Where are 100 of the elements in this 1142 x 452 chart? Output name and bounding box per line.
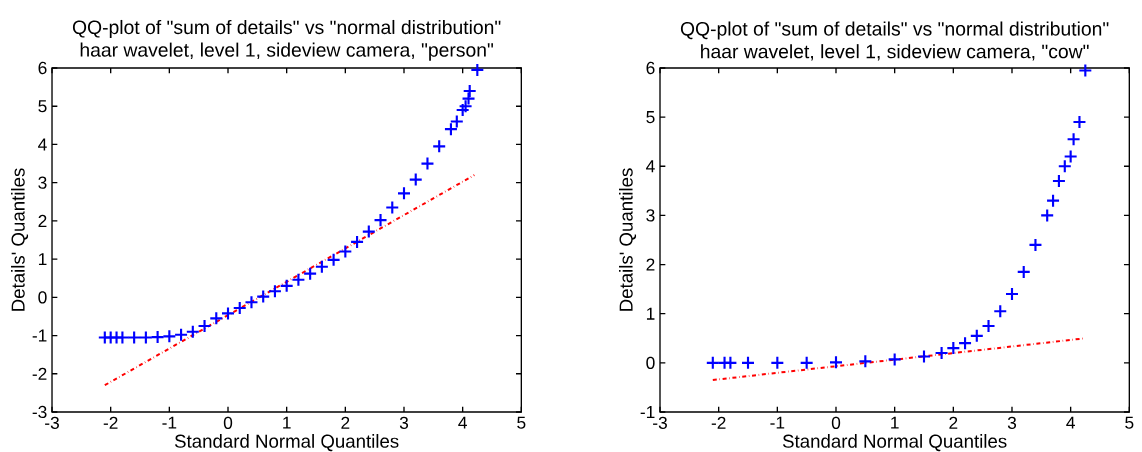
y-tick-label: 5 xyxy=(646,111,655,124)
x-tick-label: 0 xyxy=(831,416,841,429)
point xyxy=(303,266,318,281)
point xyxy=(291,272,306,287)
x-tick-label: 5 xyxy=(517,416,526,429)
y-tick-label: -1 xyxy=(640,406,655,418)
point xyxy=(373,213,388,228)
point xyxy=(1016,264,1031,279)
point xyxy=(470,62,485,77)
point xyxy=(1004,286,1020,302)
point xyxy=(279,278,294,293)
x-tick-label: 4 xyxy=(1066,416,1075,429)
point xyxy=(1028,237,1043,252)
point xyxy=(314,259,329,274)
chart-title: QQ-plot of "sum of details" vs "normal distribution" xyxy=(680,21,1109,40)
point xyxy=(385,200,400,215)
point xyxy=(462,83,477,99)
point xyxy=(185,324,200,339)
y-axis-title: Details' Quantiles xyxy=(619,168,637,311)
point xyxy=(267,284,283,299)
y-tick-label: -3 xyxy=(32,405,47,419)
chart-subtitle: haar wavelet, level 1, sideview camera, "person" xyxy=(80,42,494,61)
point xyxy=(458,99,473,114)
y-tick-label: -2 xyxy=(32,367,47,380)
x-tick-label: 0 xyxy=(223,416,233,429)
x-tick-label: -1 xyxy=(162,416,177,429)
y-tick-label: 4 xyxy=(646,160,655,173)
y-tick-label: 0 xyxy=(38,291,47,304)
point xyxy=(432,139,447,154)
y-tick-label: -1 xyxy=(32,329,47,342)
point xyxy=(1078,63,1093,78)
y-tick-label: 2 xyxy=(38,214,47,227)
y-tick-label: 6 xyxy=(646,61,655,75)
point xyxy=(220,306,236,321)
point xyxy=(244,295,259,310)
point xyxy=(338,244,353,259)
point xyxy=(770,355,785,370)
point xyxy=(723,355,738,370)
point xyxy=(705,355,720,370)
chart-subtitle: haar wavelet, level 1, sideview camera, "cow" xyxy=(701,44,1089,61)
x-axis-title: Standard Normal Quantiles xyxy=(782,434,1007,452)
point xyxy=(934,345,949,361)
y-tick-label: 1 xyxy=(38,253,47,266)
point xyxy=(150,330,165,345)
x-tick-label: 2 xyxy=(341,416,350,429)
point xyxy=(1040,208,1055,223)
point xyxy=(326,252,341,267)
point xyxy=(232,300,247,316)
point xyxy=(1066,132,1081,147)
point xyxy=(1051,173,1066,189)
x-tick-label: 3 xyxy=(399,416,409,429)
point xyxy=(946,341,961,356)
y-tick-label: 5 xyxy=(38,100,47,113)
point xyxy=(455,102,470,118)
point xyxy=(1072,114,1087,130)
point xyxy=(197,318,212,334)
point xyxy=(396,186,412,201)
x-tick-label: -2 xyxy=(711,416,726,429)
y-tick-label: 4 xyxy=(38,138,47,151)
point xyxy=(408,172,423,187)
point xyxy=(1045,193,1061,208)
point xyxy=(916,349,932,364)
x-tick-label: 1 xyxy=(283,416,291,429)
chart-title: QQ-plot of "sum of details" vs "normal distribution" xyxy=(72,19,501,38)
x-tick-label: -2 xyxy=(103,416,118,429)
y-tick-label: 1 xyxy=(646,307,655,320)
y-tick-label: 3 xyxy=(38,176,47,189)
point xyxy=(174,327,189,342)
point xyxy=(887,352,902,367)
point xyxy=(350,234,365,249)
x-tick-label: -1 xyxy=(770,416,785,429)
point xyxy=(858,354,873,369)
point xyxy=(957,336,973,351)
point xyxy=(1057,159,1072,174)
y-tick-label: 0 xyxy=(646,356,655,369)
point xyxy=(828,355,844,370)
y-tick-label: 3 xyxy=(646,209,655,222)
point xyxy=(127,330,142,345)
point xyxy=(256,289,271,304)
point xyxy=(993,304,1008,319)
point xyxy=(799,355,814,370)
y-axis-title: Details' Quantiles xyxy=(11,168,29,311)
x-tick-label: 2 xyxy=(949,416,958,429)
point xyxy=(981,318,996,334)
point xyxy=(209,311,224,326)
x-tick-label: 1 xyxy=(891,416,899,429)
point xyxy=(443,122,458,137)
point xyxy=(969,328,984,343)
point xyxy=(138,330,153,345)
point xyxy=(162,329,177,344)
point xyxy=(361,224,376,239)
x-tick-label: 4 xyxy=(458,416,467,429)
x-tick-label: 3 xyxy=(1007,416,1017,429)
y-tick-label: 2 xyxy=(646,258,655,271)
point xyxy=(461,91,476,106)
point xyxy=(449,114,464,129)
x-tick-label: 5 xyxy=(1125,416,1134,429)
point xyxy=(1063,149,1078,164)
y-tick-label: 6 xyxy=(38,61,47,75)
point xyxy=(115,330,130,345)
